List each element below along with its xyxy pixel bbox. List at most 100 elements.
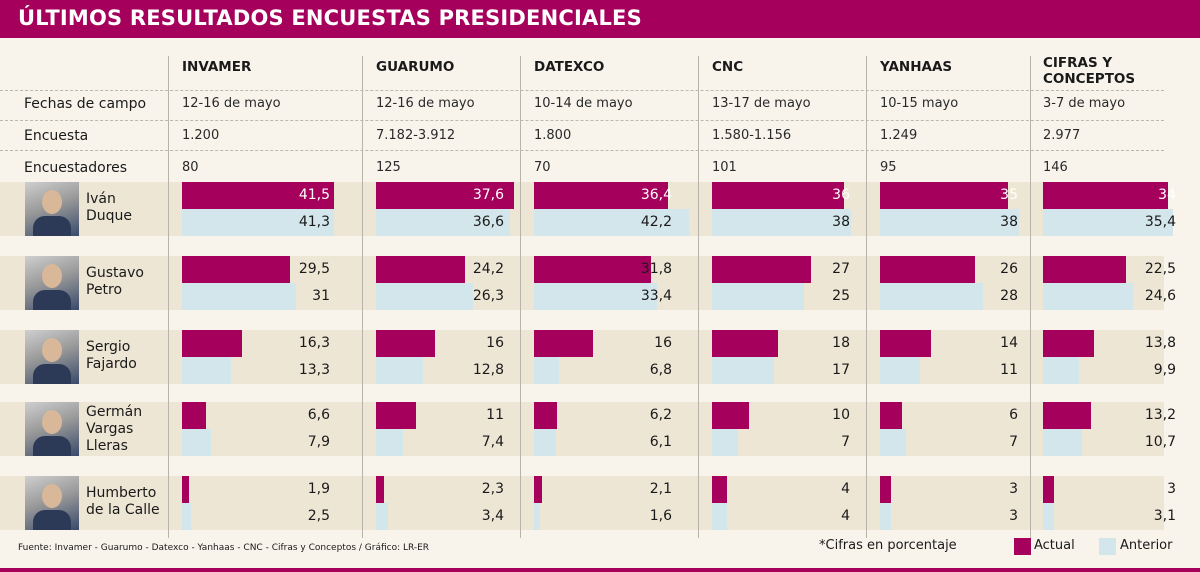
candidate-photo [25, 402, 79, 456]
fechas-cell: 12-16 de mayo [376, 96, 475, 111]
bar-anterior [880, 503, 891, 530]
value-label-anterior: 7,4 [481, 434, 504, 450]
bar-actual [880, 182, 1009, 209]
value-label-anterior: 3,4 [481, 508, 504, 524]
value-label-anterior: 13,3 [298, 362, 330, 378]
bar-anterior [712, 357, 775, 384]
bar-actual [376, 256, 465, 283]
bar-anterior [1043, 429, 1083, 456]
value-label-actual: 10 [832, 407, 850, 423]
bar-anterior [376, 503, 389, 530]
bar-anterior [880, 209, 1020, 236]
encuesta-cell: 7.182-3.912 [376, 128, 456, 143]
value-label-anterior: 42,2 [640, 214, 672, 230]
bar-actual [376, 402, 417, 429]
value-label-actual: 6 [1009, 407, 1018, 423]
bar-anterior [182, 283, 296, 310]
value-label-anterior: 31 [312, 288, 330, 304]
bar-anterior [182, 209, 334, 236]
bar-actual [1043, 476, 1054, 503]
pollster-name: INVAMER [182, 59, 252, 75]
fechas-cell: 3-7 de mayo [1043, 96, 1126, 111]
value-label-actual: 26 [1000, 261, 1018, 277]
value-label-actual: 6,6 [307, 407, 330, 423]
fechas-cell: 12-16 de mayo [182, 96, 281, 111]
bar-anterior [534, 283, 657, 310]
bar-actual [1043, 402, 1092, 429]
encuesta-cell: 2.977 [1043, 128, 1081, 143]
column-divider [866, 56, 867, 538]
column-divider [698, 56, 699, 538]
row-label-fechas: Fechas de campo [24, 96, 147, 112]
bar-anterior [712, 503, 727, 530]
candidate-photo [25, 476, 79, 530]
bar-actual [534, 182, 668, 209]
value-label-actual: 2,1 [649, 481, 672, 497]
value-label-anterior: 24,6 [1144, 288, 1176, 304]
value-label-actual: 31,8 [640, 261, 672, 277]
bar-anterior [1043, 209, 1173, 236]
value-label-anterior: 11 [1000, 362, 1018, 378]
bar-actual [1043, 256, 1126, 283]
photo-body [33, 436, 71, 456]
value-label-anterior: 33,4 [640, 288, 672, 304]
value-label-actual: 24,2 [472, 261, 504, 277]
bar-anterior [376, 429, 404, 456]
value-label-actual: 13,8 [1144, 335, 1176, 351]
source-note: Fuente: Invamer - Guarumo - Datexco - Ya… [18, 543, 430, 553]
value-label-anterior: 38 [832, 214, 850, 230]
bar-anterior [1043, 503, 1055, 530]
value-label-anterior: 6,1 [649, 434, 672, 450]
candidate-photo [25, 182, 79, 236]
bar-actual [534, 256, 651, 283]
value-label-actual: 11 [486, 407, 504, 423]
value-label-anterior: 35,4 [1144, 214, 1176, 230]
candidate-name-line1: Germán [86, 404, 143, 420]
candidate-band-4 [0, 476, 1164, 530]
bar-actual [712, 182, 845, 209]
pollster-name: YANHAAS [880, 59, 953, 75]
candidate-name-line1: Sergio [86, 339, 131, 355]
legend-label-anterior: Anterior [1120, 538, 1173, 553]
value-label-actual: 16 [654, 335, 672, 351]
legend-swatch-actual [1014, 538, 1031, 555]
title-bar: ÚLTIMOS RESULTADOS ENCUESTAS PRESIDENCIA… [0, 0, 1200, 38]
bar-anterior [182, 357, 231, 384]
value-label-anterior: 25 [832, 288, 850, 304]
photo-head [42, 410, 62, 434]
row-divider [0, 90, 1164, 91]
legend-swatch-anterior [1099, 538, 1116, 555]
pollster-name: CIFRAS Y [1043, 55, 1113, 71]
column-divider [168, 56, 169, 538]
bar-anterior [880, 429, 906, 456]
candidate-name-line2: Duque [86, 208, 133, 224]
photo-head [42, 484, 62, 508]
column-divider [362, 56, 363, 538]
value-label-anterior: 1,6 [649, 508, 672, 524]
bar-actual [376, 476, 385, 503]
value-label-actual: 22,5 [1144, 261, 1176, 277]
value-label-anterior: 3 [1009, 508, 1018, 524]
value-label-actual: 37,6 [472, 187, 504, 203]
value-label-actual: 3 [1009, 481, 1018, 497]
pollster-name: CNC [712, 59, 744, 75]
value-label-anterior: 2,5 [307, 508, 330, 524]
bar-anterior [1043, 357, 1080, 384]
bar-actual [534, 476, 542, 503]
bar-actual [376, 330, 435, 357]
candidate-name-line2: Fajardo [86, 356, 137, 372]
value-label-actual: 35 [1000, 187, 1018, 203]
bar-actual [712, 402, 749, 429]
value-label-anterior: 10,7 [1144, 434, 1176, 450]
bar-actual [182, 476, 189, 503]
photo-head [42, 190, 62, 214]
bar-anterior [712, 283, 804, 310]
bar-actual [182, 402, 207, 429]
photo-body [33, 364, 71, 384]
value-label-anterior: 36,6 [472, 214, 504, 230]
bar-actual [880, 330, 932, 357]
bar-actual [880, 256, 976, 283]
value-label-anterior: 41,3 [298, 214, 330, 230]
bar-actual [376, 182, 514, 209]
encuestadores-cell: 70 [534, 160, 551, 175]
